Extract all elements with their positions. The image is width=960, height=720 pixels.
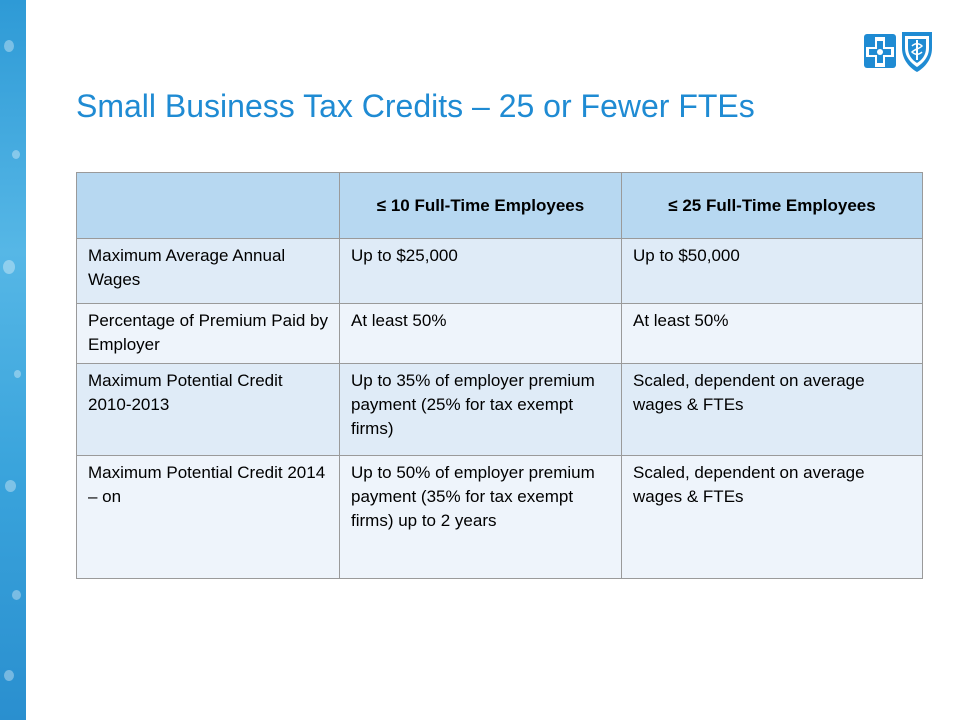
cell-10-ftes: Up to 50% of employer premium payment (3…	[339, 455, 622, 579]
blue-cross-logo	[864, 34, 896, 68]
cell-25-ftes: Scaled, dependent on average wages & FTE…	[621, 363, 923, 456]
row-label: Maximum Potential Credit 2010-2013	[76, 363, 340, 456]
cell-10-ftes: At least 50%	[339, 303, 622, 364]
table-header-10-ftes: ≤ 10 Full-Time Employees	[339, 172, 622, 239]
cell-25-ftes: At least 50%	[621, 303, 923, 364]
row-label: Maximum Potential Credit 2014 – on	[76, 455, 340, 579]
table-row: Maximum Potential Credit 2014 – on Up to…	[76, 455, 923, 579]
table-row: Maximum Potential Credit 2010-2013 Up to…	[76, 363, 923, 456]
cell-10-ftes: Up to $25,000	[339, 238, 622, 304]
row-label: Percentage of Premium Paid by Employer	[76, 303, 340, 364]
decorative-side-strip	[0, 0, 26, 720]
brand-logos	[862, 28, 934, 76]
table-header-row: ≤ 10 Full-Time Employees ≤ 25 Full-Time …	[76, 172, 923, 239]
table-header-25-ftes: ≤ 25 Full-Time Employees	[621, 172, 923, 239]
tax-credit-table: ≤ 10 Full-Time Employees ≤ 25 Full-Time …	[76, 172, 923, 579]
table-row: Maximum Average Annual Wages Up to $25,0…	[76, 238, 923, 304]
blue-shield-logo	[902, 32, 932, 72]
slide-title: Small Business Tax Credits – 25 or Fewer…	[76, 88, 755, 124]
table-row: Percentage of Premium Paid by Employer A…	[76, 303, 923, 364]
cell-25-ftes: Up to $50,000	[621, 238, 923, 304]
cell-10-ftes: Up to 35% of employer premium payment (2…	[339, 363, 622, 456]
cell-25-ftes: Scaled, dependent on average wages & FTE…	[621, 455, 923, 579]
table-header-empty	[76, 172, 340, 239]
row-label: Maximum Average Annual Wages	[76, 238, 340, 304]
